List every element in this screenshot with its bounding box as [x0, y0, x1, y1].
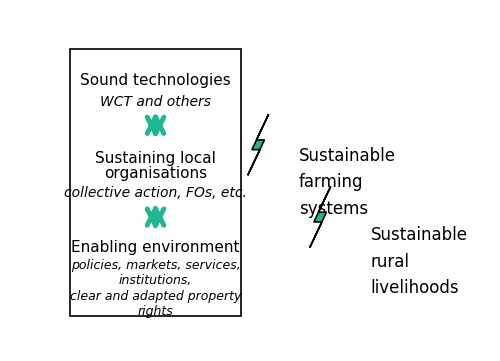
Text: rights: rights	[138, 305, 173, 318]
Text: Sustaining local: Sustaining local	[95, 151, 216, 166]
Text: clear and adapted property: clear and adapted property	[70, 290, 241, 303]
Text: Sustainable
rural
livelihoods: Sustainable rural livelihoods	[370, 226, 468, 297]
Text: WCT and others: WCT and others	[100, 95, 211, 109]
Text: Enabling environment: Enabling environment	[72, 240, 240, 255]
Bar	[70, 49, 241, 316]
Polygon shape	[248, 114, 268, 175]
Text: policies, markets, services,: policies, markets, services,	[70, 259, 240, 272]
Polygon shape	[310, 187, 330, 248]
Text: organisations: organisations	[104, 166, 207, 182]
Text: Sound technologies: Sound technologies	[80, 73, 231, 88]
Text: institutions,: institutions,	[119, 274, 192, 287]
Text: collective action, FOs, etc.: collective action, FOs, etc.	[64, 186, 247, 200]
Text: Sustainable
farming
systems: Sustainable farming systems	[299, 147, 396, 218]
